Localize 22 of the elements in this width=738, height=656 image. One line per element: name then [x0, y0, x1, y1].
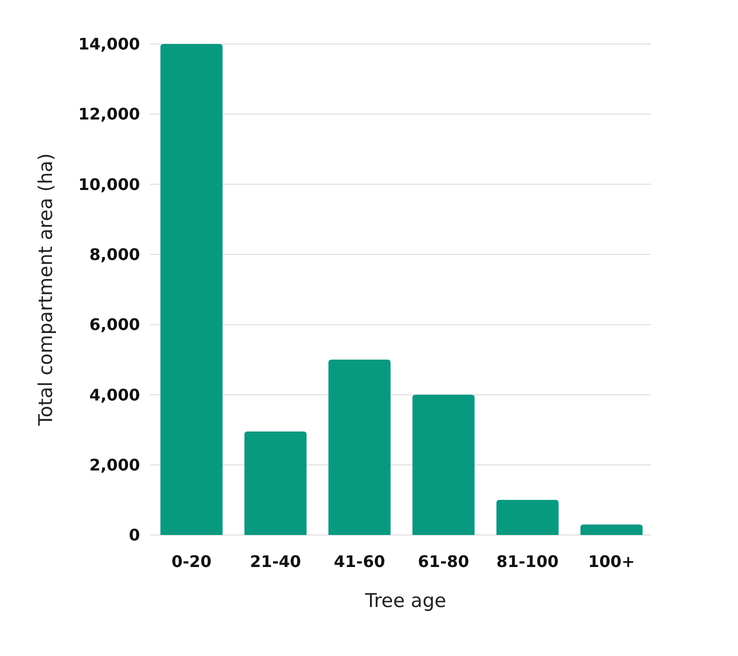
- y-tick-label: 10,000: [78, 174, 140, 194]
- bar: [580, 524, 643, 535]
- x-tick-label: 41-60: [334, 552, 386, 571]
- x-tick-label: 0-20: [171, 552, 212, 571]
- x-tick-label: 81-100: [496, 552, 559, 571]
- bar: [160, 44, 223, 535]
- x-tick-label: 21-40: [250, 552, 302, 571]
- y-axis-title: Total compartment area (ha): [35, 153, 57, 427]
- bar: [496, 500, 559, 535]
- y-tick-label: 0: [128, 526, 140, 545]
- x-tick-label: 61-80: [418, 552, 470, 571]
- y-tick-label: 4,000: [89, 385, 140, 404]
- y-tick-label: 6,000: [89, 315, 140, 334]
- y-tick-label: 14,000: [78, 34, 140, 54]
- y-tick-label: 2,000: [89, 455, 140, 474]
- y-tick-label: 12,000: [78, 104, 140, 124]
- bar: [412, 394, 475, 535]
- bar: [328, 360, 391, 535]
- y-tick-label: 8,000: [89, 245, 140, 264]
- x-axis-title: Tree age: [364, 590, 446, 612]
- x-tick-label: 100+: [588, 552, 635, 571]
- bar: [244, 432, 307, 535]
